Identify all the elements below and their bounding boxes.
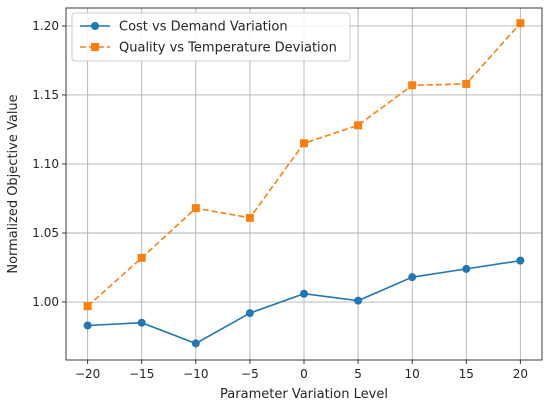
y-tick-label: 1.15 — [32, 88, 59, 102]
x-tick-label: −20 — [75, 367, 100, 381]
data-point — [245, 213, 254, 222]
series-1 — [83, 256, 525, 348]
y-axis-label: Normalized Objective Value — [6, 94, 21, 273]
data-point — [245, 309, 254, 318]
data-point — [462, 79, 471, 88]
legend-box — [71, 12, 351, 62]
data-point — [300, 139, 308, 148]
x-tick-label: 20 — [513, 367, 528, 381]
x-tick-label: 10 — [405, 367, 420, 381]
x-tick-label: 5 — [354, 367, 362, 381]
legend-marker — [91, 22, 99, 30]
data-point — [516, 19, 525, 28]
data-point — [137, 253, 146, 262]
data-point — [191, 204, 200, 213]
data-point — [354, 121, 363, 130]
x-tick-label: −10 — [183, 367, 208, 381]
data-point — [516, 256, 525, 265]
x-tick-label: 0 — [300, 367, 308, 381]
y-tick-label: 1.10 — [32, 157, 59, 171]
legend-entry: Cost vs Demand Variation — [80, 20, 288, 35]
axes: −20 −15 −10 −5 0 5 10 15 20 1.00 1.05 1.10 1.15 1.20 — [32, 19, 528, 381]
y-tick-label: 1.20 — [32, 19, 59, 33]
y-tick-label: 1.00 — [32, 295, 59, 309]
data-point — [408, 273, 417, 282]
y-tick-label: 1.05 — [32, 226, 59, 240]
data-series — [83, 19, 525, 348]
series-2 — [83, 19, 525, 311]
legend-entry: Quality vs Temperature Deviation — [80, 41, 337, 56]
data-point — [83, 321, 92, 330]
data-point — [462, 264, 471, 273]
data-point — [137, 318, 146, 327]
legend: Cost vs Demand Variation Quality vs Tempe… — [71, 12, 351, 62]
data-point — [300, 289, 308, 298]
x-tick-label: 15 — [459, 367, 474, 381]
data-point — [191, 339, 200, 348]
data-point — [83, 302, 92, 311]
legend-marker — [91, 43, 99, 51]
x-tick-label: −5 — [241, 367, 259, 381]
legend-label: Cost vs Demand Variation — [119, 20, 288, 35]
data-point — [408, 81, 417, 90]
x-axis-label: Parameter Variation Level — [220, 387, 388, 402]
x-tick-label: −15 — [129, 367, 154, 381]
data-point — [354, 296, 363, 305]
legend-label: Quality vs Temperature Deviation — [119, 41, 337, 56]
